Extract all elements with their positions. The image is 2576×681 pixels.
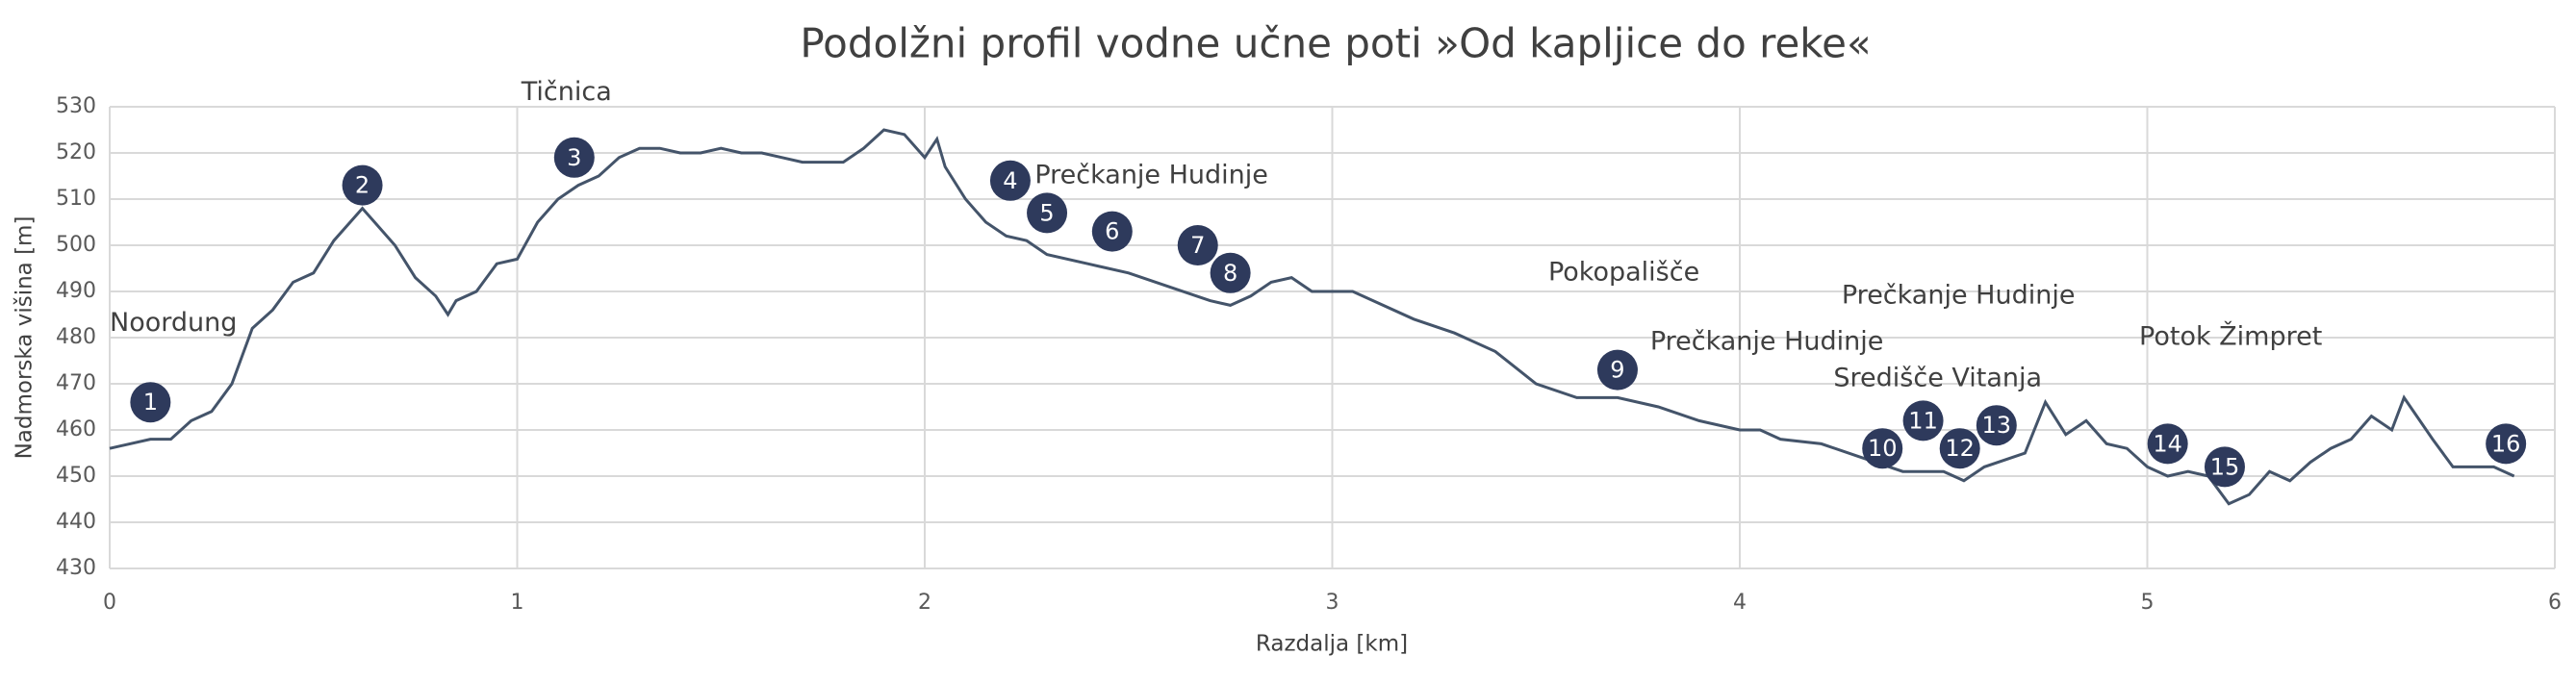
- marker-label: 1: [143, 389, 158, 416]
- marker: [1027, 192, 1068, 234]
- marker-label: 4: [1003, 167, 1017, 194]
- y-axis-title: Nadmorska višina [m]: [13, 216, 38, 460]
- x-tick-label: 2: [918, 591, 931, 615]
- y-tick-label: 500: [56, 233, 96, 257]
- marker-label: 12: [1945, 435, 1975, 462]
- marker: [1596, 349, 1638, 391]
- marker: [1210, 252, 1251, 293]
- annotation: Potok Žimpret: [2139, 321, 2322, 352]
- marker: [1091, 211, 1133, 252]
- marker-label: 16: [2491, 430, 2521, 457]
- annotation: Pokopališče: [1548, 257, 1699, 287]
- annotation: Prečkanje Hudinje: [1842, 280, 2076, 310]
- marker-label: 10: [1868, 435, 1898, 462]
- marker-label: 6: [1105, 218, 1119, 245]
- marker-label: 3: [567, 144, 581, 171]
- marker-label: 8: [1223, 260, 1237, 287]
- annotation: Središče Vitanja: [1833, 364, 2042, 393]
- y-tick-label: 480: [56, 325, 96, 349]
- x-tick-label: 6: [2548, 591, 2562, 615]
- marker-label: 14: [2153, 430, 2182, 457]
- marker-label: 2: [355, 172, 370, 199]
- y-tick-label: 450: [56, 464, 96, 488]
- marker: [1177, 225, 1218, 265]
- y-tick-label: 490: [56, 279, 96, 303]
- annotation: Tičnica: [521, 77, 612, 107]
- marker-label: 7: [1190, 232, 1205, 259]
- annotation: Prečkanje Hudinje: [1034, 161, 1268, 190]
- x-tick-label: 4: [1733, 591, 1747, 615]
- x-tick-label: 3: [1326, 591, 1339, 615]
- marker: [130, 382, 171, 423]
- y-tick-label: 470: [56, 371, 96, 395]
- y-tick-label: 530: [56, 94, 96, 118]
- marker-label: 9: [1610, 357, 1624, 384]
- y-tick-label: 460: [56, 417, 96, 441]
- marker-label: 5: [1039, 199, 1054, 226]
- x-axis-title: Razdalja [km]: [1256, 632, 1408, 657]
- y-tick-label: 430: [56, 556, 96, 580]
- marker-label: 15: [2210, 453, 2240, 480]
- marker-label: 11: [1908, 407, 1938, 434]
- y-tick-label: 520: [56, 140, 96, 164]
- x-tick-label: 0: [103, 591, 116, 615]
- marker: [342, 164, 383, 206]
- marker: [1902, 400, 1944, 441]
- annotation: Prečkanje Hudinje: [1650, 326, 1884, 356]
- x-tick-label: 1: [511, 591, 524, 615]
- marker: [2486, 423, 2527, 465]
- y-tick-label: 510: [56, 187, 96, 211]
- marker: [2147, 423, 2188, 465]
- marker-label: 13: [1982, 412, 2012, 439]
- marker: [1976, 405, 2017, 446]
- x-tick-label: 5: [2141, 591, 2155, 615]
- marker: [553, 137, 595, 178]
- marker: [1862, 428, 1903, 469]
- annotation: Noordung: [110, 308, 237, 338]
- y-tick-label: 440: [56, 510, 96, 534]
- profile-line: [109, 128, 2515, 506]
- marker: [2204, 446, 2245, 488]
- marker: [989, 160, 1031, 201]
- marker: [1939, 428, 1980, 469]
- chart-title: Podolžni profil vodne učne poti »Od kapl…: [800, 20, 1871, 67]
